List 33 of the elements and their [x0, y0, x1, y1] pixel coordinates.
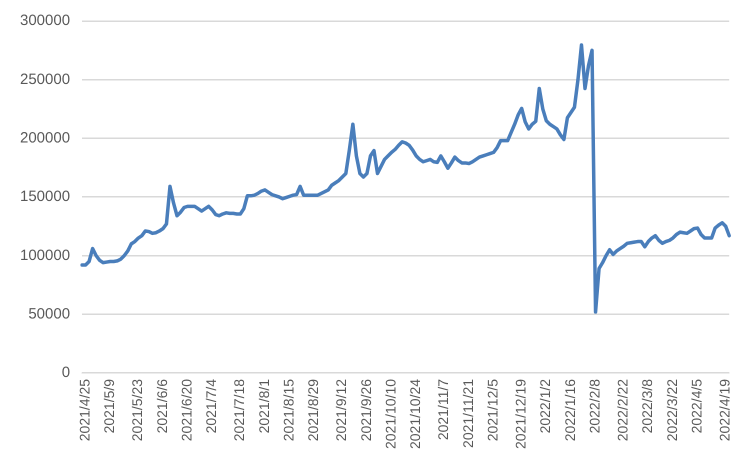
y-tick-label: 200000 — [20, 129, 70, 146]
x-tick-label: 2021/11/7 — [435, 378, 452, 440]
x-tick-label: 2022/4/5 — [688, 378, 704, 434]
y-tick-label: 50000 — [28, 305, 70, 322]
x-tick-label: 2021/10/24 — [407, 378, 424, 450]
y-tick-label: 0 — [62, 364, 70, 382]
x-tick-label: 2022/1/16 — [562, 378, 578, 442]
x-tick-label: 2022/4/19 — [716, 378, 733, 442]
x-tick-label: 2021/8/1 — [256, 378, 272, 434]
x-tick-label: 2021/9/26 — [358, 378, 374, 442]
y-tick-label: 300000 — [20, 12, 70, 30]
x-tick-label: 2021/5/9 — [101, 378, 118, 434]
x-tick-label: 2021/5/23 — [129, 378, 146, 442]
x-tick-label: 2021/8/15 — [280, 378, 296, 442]
x-tick-label: 2021/11/21 — [460, 378, 476, 448]
x-tick-label: 2021/6/20 — [178, 378, 194, 442]
x-tick-label: 2022/3/22 — [664, 378, 680, 442]
x-tick-label: 2022/2/8 — [586, 378, 602, 434]
x-tick-label: 2021/10/10 — [382, 378, 398, 450]
x-tick-label: 2021/8/29 — [305, 378, 322, 442]
x-tick-label: 2021/6/6 — [154, 378, 170, 434]
x-tick-label: 2021/7/18 — [231, 378, 248, 442]
x-tick-label: 2021/7/4 — [203, 378, 220, 434]
x-tick-label: 2021/9/12 — [333, 378, 350, 442]
x-tick-label: 2022/1/2 — [537, 378, 554, 434]
y-tick-label: 100000 — [20, 246, 70, 264]
y-tick-label: 250000 — [20, 70, 70, 88]
x-tick-label: 2021/12/5 — [484, 378, 500, 442]
x-tick-label: 2022/2/22 — [614, 378, 631, 442]
y-tick-label: 150000 — [20, 188, 70, 206]
x-tick-label: 2022/3/8 — [639, 378, 656, 434]
x-tick-label: 2021/4/25 — [76, 378, 92, 442]
x-tick-label: 2021/12/19 — [512, 378, 529, 450]
